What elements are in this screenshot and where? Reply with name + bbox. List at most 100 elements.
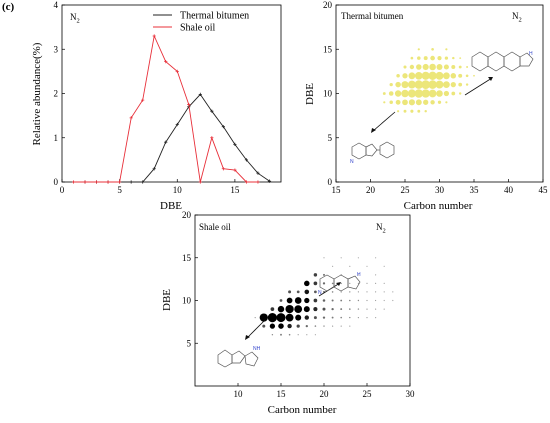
shale-bubble-point (392, 299, 394, 302)
line-chart-ytick-label: 0 (54, 177, 59, 187)
shale-bubble-point (331, 299, 334, 302)
data-point-shale (233, 168, 237, 172)
data-point-thermal (175, 122, 179, 127)
shale-bubble-point (279, 299, 283, 302)
thermal-bubble-point (389, 82, 393, 87)
thermal-bubble-point (466, 66, 469, 68)
thermal-bubble-point (465, 74, 469, 78)
shale-bubble-point (323, 257, 325, 259)
svg-text:N: N (318, 290, 322, 296)
thermal-bubble-point (407, 89, 416, 98)
shale-bubble-point (322, 316, 326, 319)
thermal-bubble-point (414, 89, 424, 98)
shale-bubble-point (305, 324, 308, 328)
data-point-thermal (267, 179, 272, 183)
shale-bubble-point (349, 265, 351, 267)
thermal-bubble-point (403, 65, 407, 69)
shale-bubble-point (331, 307, 334, 311)
shale-bubble-point (313, 273, 318, 277)
shale-bubble-point (259, 313, 268, 322)
thermal-bubble-point (424, 109, 427, 113)
thermal-bubble-point (458, 73, 463, 78)
thermal-bubble-point (421, 80, 431, 89)
thermal-bubble-ytick-label: 15 (323, 44, 333, 54)
shale-bubble-ytick-label: 20 (182, 210, 192, 220)
thermal-bubble-point (417, 56, 421, 60)
shale-bubble-ytick-label: 15 (182, 253, 192, 263)
shale-bubble-xtick-label: 25 (363, 389, 373, 399)
data-point-shale (83, 180, 87, 184)
shale-bubble-frame (194, 214, 411, 387)
thermal-bubble-xtick-label: 40 (504, 185, 514, 195)
thermal-bubble-point (429, 63, 436, 71)
thermal-bubble-point (450, 81, 456, 88)
thermal-bubble-point (458, 82, 463, 87)
shale-bubble-point (297, 334, 299, 336)
thermal-bubble-point (422, 63, 429, 71)
shale-bubble-point (313, 316, 317, 320)
thermal-bubble-point (465, 83, 469, 86)
shale-bubble-point (285, 304, 294, 314)
thermal-bubble-point (436, 64, 443, 70)
shale-bubble-point (366, 291, 368, 293)
thermal-bubble-point (444, 56, 449, 60)
thermal-bubble-point (401, 89, 409, 98)
thermal-bubble-point (410, 56, 414, 60)
series-line-shale (73, 34, 258, 183)
shale-bubble-point (375, 308, 377, 310)
thermal-bubble-point (421, 89, 430, 98)
line-chart-ytick-label: 4 (54, 0, 59, 10)
thermal-bubble-point (443, 90, 450, 97)
svg-text:N: N (350, 159, 354, 165)
shale-bubble-point (383, 282, 385, 284)
thermal-bubble-point (452, 56, 455, 60)
shale-bubble-point (322, 282, 326, 285)
structure-carbazole-icon: H (464, 51, 534, 96)
data-point-shale (244, 180, 249, 184)
thermal-bubble-point (396, 74, 400, 78)
thermal-bubble-point (417, 109, 421, 113)
thermal-bubble-point (442, 81, 450, 89)
data-point-thermal (221, 125, 225, 129)
legend-label-thermal: Thermal bitumen (180, 11, 249, 22)
thermal-bubble-point (408, 72, 416, 80)
shale-bubble-point (340, 325, 342, 327)
shale-bubble-point (303, 306, 310, 313)
shale-bubble-point (288, 290, 292, 294)
thermal-bubble-ticks: 15 20 25 30 35 40 45 0 5 10 15 20 (323, 0, 548, 195)
shale-bubble-point (340, 282, 342, 285)
thermal-bubble-point (414, 80, 424, 89)
shale-bubble-point (366, 299, 368, 302)
shale-bubble-point (322, 299, 326, 302)
shale-bubble-ytick-label: 10 (182, 296, 192, 306)
thermal-bubble-point (450, 73, 457, 79)
shale-bubble-point (277, 305, 285, 313)
line-chart-xtick-label: 15 (230, 185, 240, 195)
shale-bubble-point (323, 325, 325, 327)
thermal-bubble-point (436, 90, 443, 97)
shale-bubble-point (340, 299, 343, 302)
shale-bubble-point (280, 333, 282, 336)
data-point-shale (118, 180, 122, 184)
data-point-thermal (244, 158, 249, 162)
shale-bubble-point (375, 274, 377, 276)
data-point-shale (175, 69, 179, 73)
shale-bubble-point (306, 334, 308, 336)
shale-bubble-point (287, 323, 292, 329)
thermal-bubble-point (408, 99, 415, 106)
data-point-shale (141, 98, 145, 102)
thermal-bubble-point (451, 65, 456, 69)
shale-bubble-point (366, 265, 368, 267)
shale-bubble-point (288, 333, 291, 336)
shale-bubble-xtick-label: 10 (234, 389, 244, 399)
panel-label: (c) (2, 1, 15, 13)
thermal-bubble-point (442, 72, 450, 80)
shale-bubble-xtick-label: 30 (406, 389, 416, 399)
line-chart-xlabel: DBE (160, 200, 182, 212)
shale-bubble-point (375, 282, 377, 284)
shale-bubble-xtick-label: 15 (277, 389, 287, 399)
thermal-bubble-point (459, 57, 462, 59)
data-point-thermal (233, 142, 237, 146)
line-chart-frame (61, 4, 282, 183)
